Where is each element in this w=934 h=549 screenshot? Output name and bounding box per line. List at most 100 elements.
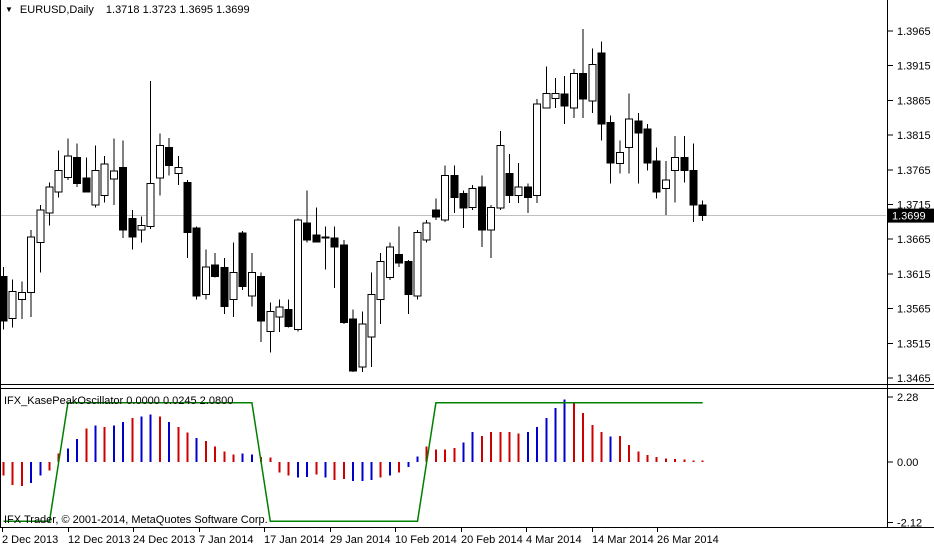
candle-body (404, 260, 413, 296)
candle-body (579, 72, 588, 100)
candle-body (174, 167, 183, 174)
candle-body (257, 276, 266, 322)
candle-body (201, 266, 210, 296)
candle-body (293, 219, 302, 330)
osc-axis-label: -2.12 (897, 517, 922, 529)
price-axis-label[interactable]: 1.3915 (897, 61, 931, 73)
candle-body (349, 318, 358, 372)
candle-body (17, 292, 26, 301)
candle-body (238, 232, 247, 287)
candle-body (247, 272, 256, 297)
candle-body (155, 145, 164, 179)
price-axis-label[interactable]: 1.3865 (897, 95, 931, 107)
price-axis-label[interactable]: 1.3765 (897, 165, 931, 177)
candle-body (413, 231, 422, 297)
candle-body (661, 179, 670, 190)
time-axis-label[interactable]: 24 Dec 2013 (133, 534, 195, 546)
candle-body (376, 260, 385, 301)
indicator-header-label: IFX_KasePeakOscillator 0.0000 0.0245 2.0… (4, 395, 234, 407)
time-axis-label[interactable]: 14 Mar 2014 (592, 534, 654, 546)
candle-body (643, 128, 652, 164)
candle-body (82, 177, 91, 193)
time-axis-label[interactable]: 17 Jan 2014 (264, 534, 325, 546)
candle-body (441, 174, 450, 221)
price-axis-label[interactable]: 1.3565 (897, 304, 931, 316)
chart-header: ▼ EURUSD,Daily 1.3718 1.3723 1.3695 1.3699 (5, 4, 250, 17)
candle-body (615, 151, 624, 165)
candle-body (496, 145, 505, 209)
candle-body (321, 236, 330, 239)
candle-body (0, 276, 8, 322)
candle-body (137, 224, 146, 231)
candle-body (36, 209, 45, 244)
candle-body (385, 246, 394, 278)
time-axis-label[interactable]: 7 Jan 2014 (199, 534, 253, 546)
candle-body (27, 236, 36, 294)
candle-body (459, 192, 468, 209)
candle-body (422, 222, 431, 241)
candle-body (183, 181, 192, 233)
candle-body (358, 323, 367, 368)
candle-body (431, 209, 440, 218)
candle-body (542, 92, 551, 109)
candle-body (689, 169, 698, 206)
candle-body (266, 310, 275, 333)
candle-body (698, 204, 707, 217)
candle-body (303, 222, 312, 241)
candle-body (634, 120, 643, 134)
candle-body (192, 227, 201, 297)
price-axis-label[interactable]: 1.3665 (897, 234, 931, 246)
time-axis-label[interactable]: 4 Mar 2014 (526, 534, 582, 546)
price-axis-label[interactable]: 1.3615 (897, 269, 931, 281)
candle-body (330, 237, 339, 248)
candle-body (100, 163, 109, 196)
candle-body (54, 169, 63, 193)
candle-body (312, 234, 321, 243)
candle-body (680, 156, 689, 171)
candle-body (395, 253, 404, 264)
candle-body (505, 172, 514, 196)
candle-body (211, 264, 220, 278)
candle-body (367, 294, 376, 338)
candle-body (45, 186, 54, 214)
candle-body (220, 267, 229, 308)
time-axis-label[interactable]: 29 Jan 2014 (330, 534, 391, 546)
collapse-triangle-icon[interactable]: ▼ (5, 5, 13, 14)
time-axis-label[interactable]: 26 Mar 2014 (657, 534, 719, 546)
osc-axis-label: 0.00 (897, 457, 918, 469)
time-axis-label[interactable]: 20 Feb 2014 (461, 534, 523, 546)
candle-body (63, 155, 72, 178)
candle-body (597, 52, 606, 125)
symbol-timeframe-label: EURUSD,Daily (19, 4, 94, 16)
candle-body (146, 183, 155, 228)
candle-body (468, 188, 477, 208)
price-axis-label[interactable]: 1.3465 (897, 373, 931, 385)
price-axis-label[interactable]: 1.3715 (897, 200, 931, 212)
candle-body (560, 93, 569, 107)
candle-body (91, 169, 100, 206)
time-axis-label[interactable]: 2 Dec 2013 (2, 534, 58, 546)
candle-body (450, 174, 459, 199)
candle-body (533, 103, 542, 196)
time-axis-label[interactable]: 10 Feb 2014 (395, 534, 457, 546)
time-axis-label[interactable]: 12 Dec 2013 (68, 534, 130, 546)
candle-body (588, 63, 597, 102)
price-axis-label[interactable]: 1.3515 (897, 338, 931, 350)
current-price-badge-label: 1.3699 (892, 211, 926, 223)
candle-body (652, 160, 661, 193)
candle-body (606, 122, 615, 164)
signal-line (3, 401, 703, 523)
price-axis-label[interactable]: 1.3815 (897, 130, 931, 142)
candle-body (284, 308, 293, 328)
ohlc-quote-label: 1.3718 1.3723 1.3695 1.3699 (105, 4, 250, 16)
candle-body (109, 170, 118, 180)
candle-body (477, 186, 486, 231)
price-axis-label[interactable]: 1.3965 (897, 26, 931, 38)
candle-body (119, 167, 128, 231)
candle-body (275, 306, 284, 318)
candle-body (73, 156, 82, 185)
candle-body (569, 72, 578, 109)
candle-body (487, 206, 496, 231)
